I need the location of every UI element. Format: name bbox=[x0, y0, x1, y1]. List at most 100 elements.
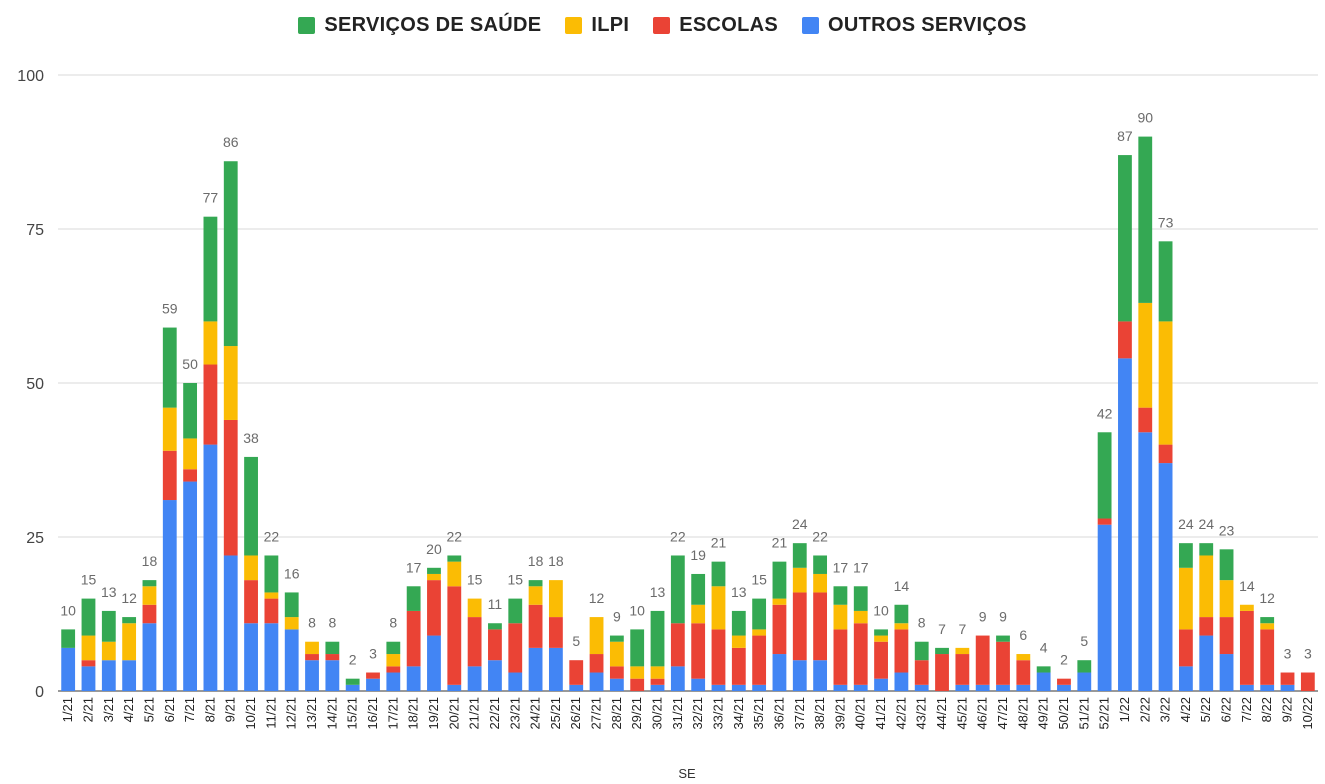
bar-segment bbox=[711, 586, 726, 630]
bar-total-label: 9 bbox=[999, 609, 1007, 625]
bar-segment bbox=[142, 580, 157, 587]
bar-segment bbox=[467, 598, 482, 618]
legend-item-outros: OUTROS SERVIÇOS bbox=[802, 14, 1027, 37]
bar-segment bbox=[711, 684, 726, 691]
bar-total-label: 14 bbox=[894, 578, 910, 594]
bar-total-label: 15 bbox=[751, 572, 767, 588]
bar-segment bbox=[162, 407, 177, 451]
x-tick-label: 22/21 bbox=[487, 697, 502, 730]
bar-segment bbox=[325, 641, 340, 655]
bar-segment bbox=[447, 555, 462, 562]
bar-segment bbox=[122, 617, 137, 624]
bar-total-label: 10 bbox=[873, 602, 889, 618]
x-tick-labels-layer: 1/21 2/21 3/21 4/21 5/21 6/21 7/21 8/21 9/21 10/2… bbox=[60, 697, 1315, 730]
bar-segment bbox=[81, 660, 96, 667]
bar-segment bbox=[589, 617, 604, 655]
bar-segment bbox=[630, 678, 645, 691]
legend-label-escolas: ESCOLAS bbox=[679, 13, 779, 36]
bar-segment bbox=[1057, 678, 1071, 685]
bar-segment bbox=[1077, 672, 1092, 691]
bar-segment bbox=[142, 586, 157, 605]
x-tick-label: 34/21 bbox=[731, 697, 746, 730]
bar-segment bbox=[955, 654, 970, 685]
bar-total-label: 4 bbox=[1040, 639, 1048, 655]
bar-segment bbox=[853, 610, 868, 624]
bar-segment bbox=[772, 598, 787, 605]
bar-segment bbox=[223, 346, 238, 420]
bar-total-label: 86 bbox=[223, 134, 239, 150]
bar-segment bbox=[894, 672, 909, 691]
bar-segment bbox=[1158, 241, 1173, 322]
bar-segment bbox=[1097, 432, 1112, 519]
bar-segment bbox=[183, 383, 198, 439]
x-tick-label: 15/21 bbox=[345, 697, 360, 730]
bar-total-label: 15 bbox=[81, 572, 97, 588]
bar-segment bbox=[183, 481, 198, 691]
bar-segment bbox=[1199, 635, 1214, 691]
bar-segment bbox=[101, 660, 116, 691]
bar-segment bbox=[548, 617, 563, 648]
bar-segment bbox=[1016, 684, 1031, 691]
bar-total-label: 9 bbox=[613, 609, 621, 625]
x-tick-label: 50/21 bbox=[1056, 697, 1071, 730]
legend-swatch-escolas bbox=[653, 16, 671, 34]
bar-segment bbox=[1057, 684, 1071, 691]
bar-segment bbox=[813, 592, 828, 661]
bar-segment bbox=[386, 672, 401, 691]
bar-total-label: 17 bbox=[833, 559, 849, 575]
x-tick-label: 13/21 bbox=[304, 697, 319, 730]
x-tick-label: 47/21 bbox=[995, 697, 1010, 730]
bar-total-label: 13 bbox=[101, 584, 117, 600]
legend-swatch-saude bbox=[298, 16, 316, 34]
bar-segment bbox=[1239, 684, 1254, 691]
bar-total-label: 21 bbox=[711, 535, 727, 551]
bar-segment bbox=[223, 555, 238, 691]
bar-segment bbox=[101, 641, 116, 661]
x-tick-label: 49/21 bbox=[1036, 697, 1051, 730]
x-tick-label: 26/21 bbox=[568, 697, 583, 730]
bar-segment bbox=[508, 623, 523, 673]
bar-segment bbox=[325, 654, 340, 661]
bar-segment bbox=[630, 666, 645, 679]
x-tick-label: 4/22 bbox=[1178, 697, 1193, 722]
bar-segment bbox=[914, 660, 929, 685]
x-tick-label: 20/21 bbox=[446, 697, 461, 730]
bar-segment bbox=[447, 684, 462, 691]
bar-total-label: 3 bbox=[369, 646, 377, 662]
bar-segment bbox=[772, 604, 787, 655]
bar-segment bbox=[792, 660, 807, 691]
bar-segment bbox=[914, 641, 929, 661]
bar-segment bbox=[1036, 672, 1051, 691]
bar-segment bbox=[650, 684, 665, 691]
bar-segment bbox=[1138, 407, 1153, 433]
bar-segment bbox=[528, 604, 543, 648]
bar-segment bbox=[142, 604, 157, 624]
bar-segment bbox=[1219, 617, 1234, 655]
x-tick-label: 38/21 bbox=[812, 697, 827, 730]
bar-segment bbox=[792, 592, 807, 661]
bar-segment bbox=[853, 684, 868, 691]
bar-segment bbox=[670, 666, 685, 691]
bar-total-label: 8 bbox=[389, 615, 397, 631]
x-tick-label: 4/21 bbox=[121, 697, 136, 722]
bar-segment bbox=[1199, 543, 1214, 556]
bar-segment bbox=[162, 327, 177, 408]
bar-segment bbox=[894, 629, 909, 673]
bar-segment bbox=[142, 623, 157, 691]
x-tick-label: 10/22 bbox=[1300, 697, 1315, 730]
x-tick-label: 25/21 bbox=[548, 697, 563, 730]
bar-segment bbox=[874, 635, 888, 642]
x-tick-label: 9/21 bbox=[223, 697, 238, 722]
bar-segment bbox=[1118, 321, 1132, 359]
bar-total-label: 18 bbox=[142, 553, 158, 569]
bar-segment bbox=[792, 543, 807, 568]
bar-total-label: 16 bbox=[284, 565, 300, 581]
bar-segment bbox=[1260, 684, 1275, 691]
bar-total-label: 14 bbox=[1239, 578, 1255, 594]
bar-segment bbox=[853, 586, 868, 611]
bar-segment bbox=[284, 629, 299, 691]
bar-segment bbox=[792, 567, 807, 593]
legend-label-saude: SERVIÇOS DE SAÚDE bbox=[324, 13, 542, 36]
bar-total-label: 24 bbox=[1198, 516, 1214, 532]
bar-total-label: 24 bbox=[792, 516, 808, 532]
